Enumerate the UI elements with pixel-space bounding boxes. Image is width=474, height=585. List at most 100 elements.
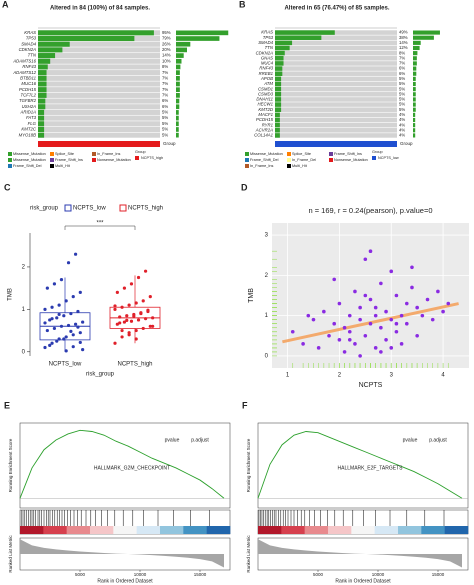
point xyxy=(342,350,347,354)
altered-row xyxy=(275,71,283,76)
x-tick-label: 10000 xyxy=(134,572,147,577)
x-tick-label: NCPTS_low xyxy=(49,362,82,368)
legend-swatch xyxy=(92,158,96,162)
point xyxy=(368,321,373,326)
x-axis-label: Rank in Ordered Dataset xyxy=(97,578,153,584)
side-bar xyxy=(176,41,191,47)
row-bg xyxy=(275,128,397,133)
rank-gradient xyxy=(281,526,305,534)
point xyxy=(78,290,82,294)
point xyxy=(347,338,352,342)
altered-row xyxy=(38,109,45,115)
point xyxy=(389,346,394,350)
legend-swatch xyxy=(8,164,12,168)
side-bar xyxy=(413,81,416,87)
side-bar xyxy=(413,133,416,138)
side-bar xyxy=(413,66,417,71)
point xyxy=(62,314,66,318)
title: Altered in 65 (76.47%) of 85 samples. xyxy=(284,6,389,12)
row-bg xyxy=(275,133,397,138)
point xyxy=(55,339,59,343)
point xyxy=(425,297,430,302)
gene-label: BTBD11 xyxy=(20,75,37,80)
point xyxy=(71,295,75,299)
row-bg xyxy=(275,50,397,56)
legend-swatch xyxy=(245,158,249,162)
altered-row xyxy=(275,76,282,82)
point xyxy=(122,320,127,324)
legend-label: Nonsense_Mutation xyxy=(334,158,368,162)
legend-swatch xyxy=(287,158,291,162)
altered-row xyxy=(38,92,47,98)
side-bar xyxy=(176,132,179,138)
gene-label: GNAS xyxy=(261,55,273,60)
gene-label: KMT2D xyxy=(258,107,273,112)
gene-label: ARID1A xyxy=(19,110,36,115)
percent-label: 14% xyxy=(399,40,408,45)
point xyxy=(373,313,378,318)
point xyxy=(151,316,155,320)
side-bar xyxy=(176,75,180,81)
point xyxy=(311,317,316,322)
side-bar xyxy=(413,107,416,112)
point xyxy=(64,335,68,339)
point xyxy=(404,321,409,326)
altered-row xyxy=(38,87,47,93)
rank-gradient xyxy=(136,526,161,534)
point xyxy=(125,314,129,318)
point xyxy=(441,309,445,314)
gene-label: MYO18B xyxy=(19,132,37,137)
gene-label: CDKN2A xyxy=(256,50,274,55)
side-bar xyxy=(176,47,187,53)
side-bar xyxy=(413,92,416,97)
altered-row xyxy=(38,35,135,42)
percent-label: 7% xyxy=(162,75,168,80)
group-bar-label: Group xyxy=(400,141,413,146)
point xyxy=(127,333,131,337)
point xyxy=(337,301,342,306)
legend-swatch xyxy=(8,152,12,156)
side-bar xyxy=(176,64,181,70)
gene-label: KRAS xyxy=(261,30,273,35)
point xyxy=(115,322,119,326)
gene-label: MACF1 xyxy=(258,112,273,117)
point xyxy=(136,318,141,322)
row-bg xyxy=(275,40,397,46)
point xyxy=(134,328,138,333)
row-bg xyxy=(275,122,397,128)
altered-row xyxy=(275,56,284,61)
point xyxy=(148,324,152,328)
y-axis-label: Running Enrichment Score xyxy=(8,438,13,492)
row-bg xyxy=(38,75,160,81)
legend-label: Splice_Site xyxy=(55,152,74,156)
point xyxy=(57,337,61,341)
es-frame xyxy=(257,422,469,509)
percent-label: 8% xyxy=(162,64,168,69)
point xyxy=(141,326,145,331)
rank-gradient xyxy=(444,526,469,534)
point xyxy=(122,286,127,290)
point xyxy=(50,341,54,345)
gene-label: CDKN2A xyxy=(19,47,37,52)
gene-label: FLG xyxy=(28,121,37,126)
legend-label: Missense_Mutation xyxy=(13,152,46,156)
row-bg xyxy=(275,102,397,107)
point xyxy=(410,265,414,270)
side-bar xyxy=(413,97,416,102)
rank-gradient xyxy=(90,526,114,534)
point xyxy=(57,303,61,307)
y-axis-label: Running Enrichment Score xyxy=(246,438,251,492)
legend-swatch xyxy=(64,204,72,212)
point xyxy=(420,313,425,318)
side-bar xyxy=(413,30,440,35)
percent-label: 7% xyxy=(399,55,405,60)
point xyxy=(120,335,124,339)
point xyxy=(134,301,138,305)
rank-gradient xyxy=(328,526,352,534)
gene-label: SMAD4 xyxy=(258,40,273,45)
table-header: p.adjust xyxy=(429,437,447,443)
legend-label: Nonsense_Mutation xyxy=(97,158,131,162)
row-bg xyxy=(38,41,160,47)
group-legend-label: NCPTS_low xyxy=(378,156,399,160)
y-tick-label: 0 xyxy=(22,349,26,355)
